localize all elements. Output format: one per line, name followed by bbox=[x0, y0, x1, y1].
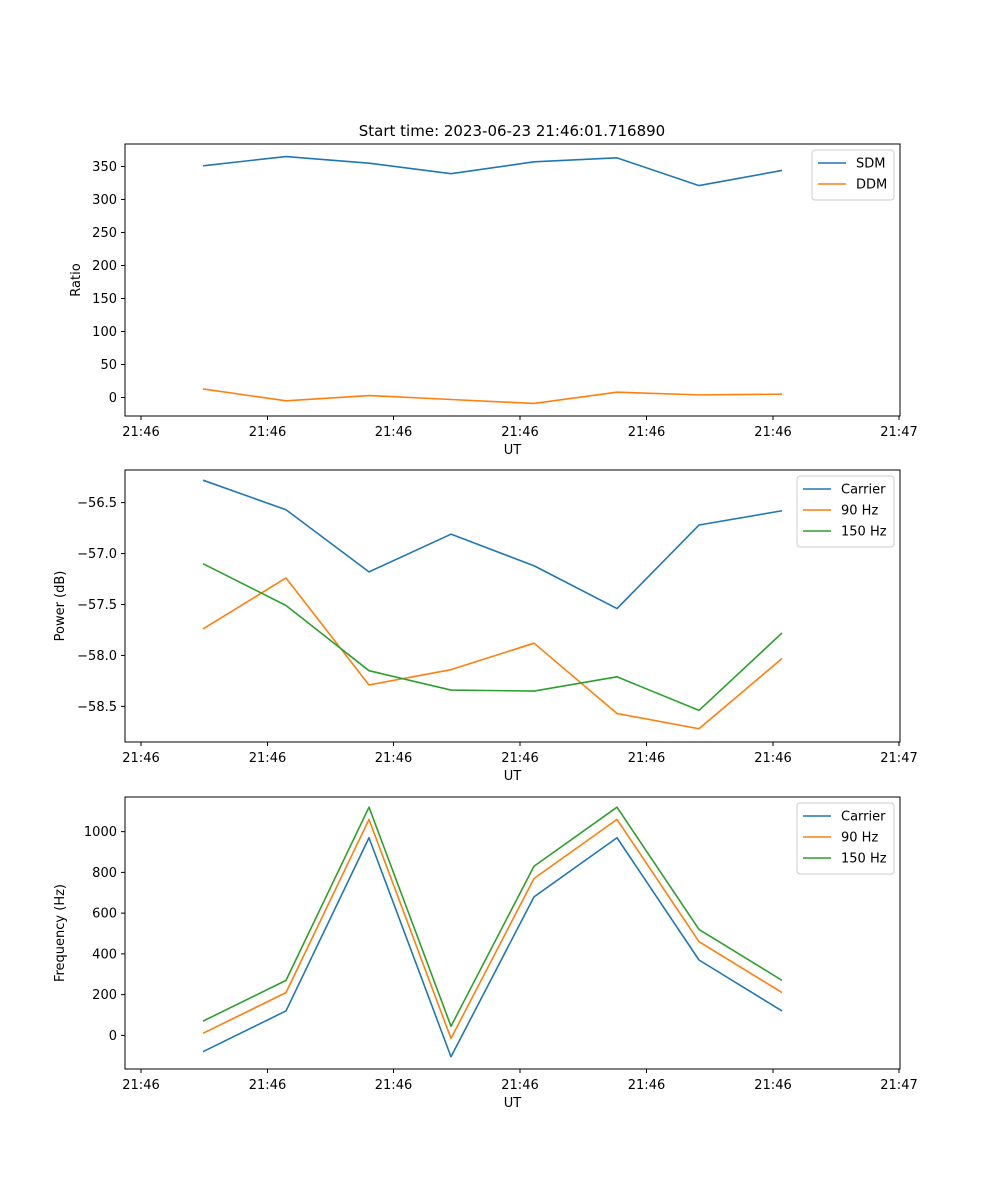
y-tick-label: −57.0 bbox=[77, 547, 117, 562]
x-tick-label: 21:46 bbox=[249, 1078, 286, 1093]
x-tick-label: 21:46 bbox=[754, 1078, 791, 1093]
series-line-carrier bbox=[202, 836, 783, 1058]
y-tick-label: 1000 bbox=[84, 825, 117, 840]
x-tick-label: 21:46 bbox=[122, 425, 159, 440]
x-tick-label: 21:46 bbox=[375, 425, 412, 440]
y-tick-label: −58.0 bbox=[77, 649, 117, 664]
y-tick-label: 0 bbox=[109, 391, 117, 406]
x-axis-label: UT bbox=[504, 769, 522, 784]
x-tick-label: 21:46 bbox=[754, 425, 791, 440]
legend-label: 90 Hz bbox=[841, 831, 878, 846]
series-line-150-hz bbox=[202, 563, 783, 712]
x-tick-label: 21:47 bbox=[880, 1078, 917, 1093]
power-panel: 21:46 21:46 21:46 21:46 21:46 21:46 21:47 −58.5… bbox=[53, 469, 918, 784]
legend-box bbox=[796, 802, 895, 875]
x-tick-label: 21:46 bbox=[501, 425, 538, 440]
x-tick-label: 21:46 bbox=[628, 1078, 665, 1093]
x-tick-label: 21:46 bbox=[501, 751, 538, 766]
x-tick-label: 21:46 bbox=[628, 751, 665, 766]
y-tick-label: 350 bbox=[92, 160, 117, 175]
y-axis-label: Power (dB) bbox=[53, 571, 68, 642]
y-tick-label: 150 bbox=[92, 292, 117, 307]
y-tick-label: 0 bbox=[109, 1029, 117, 1044]
y-tick-label: −58.5 bbox=[77, 700, 117, 715]
y-tick-label: −56.5 bbox=[77, 496, 117, 511]
legend-label: DDM bbox=[856, 178, 887, 193]
ratio-panel: 21:46 21:46 21:46 21:46 21:46 21:46 21:47 0 50 10… bbox=[69, 143, 918, 458]
legend-label: Carrier bbox=[841, 483, 886, 498]
x-axis-label: UT bbox=[504, 443, 522, 458]
legend-box bbox=[796, 475, 895, 548]
y-tick-label: 100 bbox=[92, 325, 117, 340]
y-tick-label: −57.5 bbox=[77, 598, 117, 613]
series-line-carrier bbox=[202, 479, 783, 610]
legend-label: 150 Hz bbox=[841, 525, 887, 540]
series-line-sdm bbox=[202, 155, 783, 187]
axes-frame bbox=[124, 469, 901, 743]
y-tick-label: 800 bbox=[92, 866, 117, 881]
y-axis-label: Frequency (Hz) bbox=[53, 884, 68, 982]
y-tick-label: 600 bbox=[92, 907, 117, 922]
series-line-90-hz bbox=[202, 818, 783, 1040]
y-tick-label: 400 bbox=[92, 947, 117, 962]
y-tick-label: 250 bbox=[92, 226, 117, 241]
x-tick-label: 21:46 bbox=[501, 1078, 538, 1093]
axes-frame bbox=[124, 796, 901, 1070]
frequency-panel: 21:46 21:46 21:46 21:46 21:46 21:46 21:47 0 200 4… bbox=[53, 796, 918, 1111]
x-tick-label: 21:46 bbox=[375, 751, 412, 766]
x-tick-label: 21:46 bbox=[628, 425, 665, 440]
series-line-90-hz bbox=[202, 577, 783, 730]
y-axis-label: Ratio bbox=[69, 263, 84, 296]
legend-label: 150 Hz bbox=[841, 852, 887, 867]
x-tick-label: 21:47 bbox=[880, 425, 917, 440]
x-tick-label: 21:46 bbox=[122, 1078, 159, 1093]
x-tick-label: 21:46 bbox=[754, 751, 791, 766]
axes-frame bbox=[124, 143, 901, 417]
y-tick-label: 50 bbox=[100, 358, 117, 373]
x-axis-label: UT bbox=[504, 1096, 522, 1111]
y-tick-label: 200 bbox=[92, 988, 117, 1003]
figure-title: Start time: 2023-06-23 21:46:01.716890 bbox=[359, 122, 665, 140]
y-tick-label: 300 bbox=[92, 193, 117, 208]
x-tick-label: 21:46 bbox=[375, 1078, 412, 1093]
x-tick-label: 21:46 bbox=[249, 425, 286, 440]
y-tick-label: 200 bbox=[92, 259, 117, 274]
x-tick-label: 21:46 bbox=[122, 751, 159, 766]
legend-label: 90 Hz bbox=[841, 504, 878, 519]
legend-label: SDM bbox=[856, 157, 885, 172]
x-tick-label: 21:47 bbox=[880, 751, 917, 766]
series-line-150-hz bbox=[202, 806, 783, 1028]
legend-label: Carrier bbox=[841, 810, 886, 825]
series-line-ddm bbox=[202, 388, 783, 405]
x-tick-label: 21:46 bbox=[249, 751, 286, 766]
